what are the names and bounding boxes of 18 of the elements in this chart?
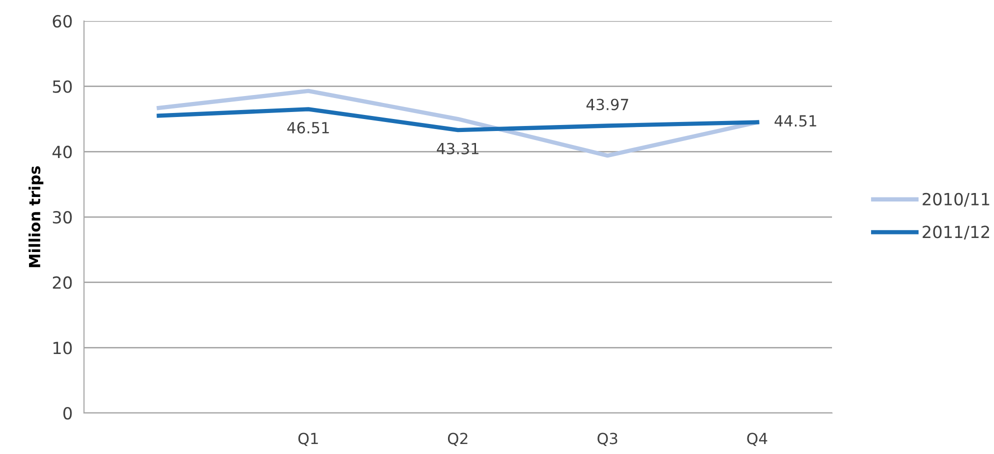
legend-label: 2011/12: [922, 226, 990, 240]
x-tick-label: Q2: [448, 432, 468, 446]
y-tick-label: 0: [63, 406, 72, 420]
data-label: 43.31: [436, 142, 478, 154]
y-tick-label: 10: [54, 342, 72, 354]
x-tick-label: Q1: [298, 432, 318, 446]
x-tick-label: Q3: [598, 432, 618, 446]
y-tick-label: 20: [52, 276, 72, 289]
y-tick-label: 60: [52, 14, 72, 28]
data-label: 46.51: [287, 122, 329, 134]
x-tick-label: Q4: [747, 432, 768, 446]
y-tick-label: 30: [52, 210, 72, 224]
y-tick-label: 50: [52, 80, 72, 93]
data-label: 44.51: [774, 115, 816, 127]
data-label: 43.97: [586, 98, 628, 110]
legend-label: 2010/11: [922, 192, 990, 207]
y-axis-title: Million trips: [28, 166, 44, 268]
y-tick-label: 40: [52, 146, 72, 158]
